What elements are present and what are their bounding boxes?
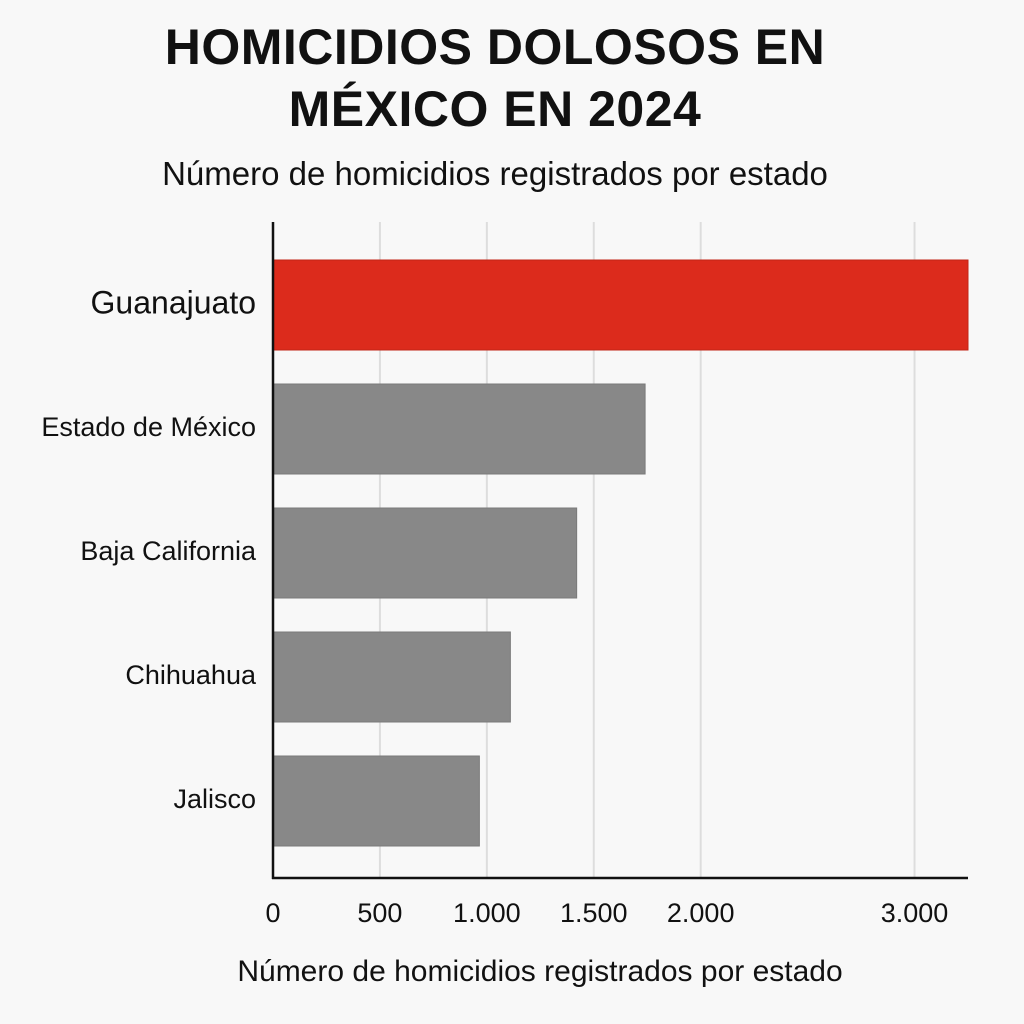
x-tick-labels: 0 500 1.000 1.500 2.000 3.000 <box>265 898 948 928</box>
axes <box>271 222 968 880</box>
x-tick-label: 1.000 <box>453 898 521 928</box>
category-labels: Guanajuato Estado de México Baja Californi… <box>41 284 257 814</box>
x-tick-label: 2.000 <box>667 898 735 928</box>
category-label: Chihuahua <box>125 660 257 690</box>
category-label: Baja California <box>80 536 257 566</box>
category-label: Jalisco <box>173 784 256 814</box>
bar-chihuahua <box>272 631 511 723</box>
chart-title: HOMICIDIOS DOLOSOS EN MÉXICO EN 2024 <box>164 19 826 137</box>
bar-jalisco <box>272 755 480 847</box>
x-axis-label: Número de homicidios registrados por est… <box>237 955 843 988</box>
category-label: Estado de México <box>41 412 256 442</box>
x-tick-label: 500 <box>357 898 402 928</box>
x-tick-label: 3.000 <box>881 898 949 928</box>
bar-estado-de-mexico <box>272 383 646 475</box>
bars <box>272 259 969 847</box>
category-label: Guanajuato <box>91 284 256 320</box>
bar-baja-california <box>272 507 578 599</box>
bar-guanajuato <box>272 259 969 351</box>
x-tick-label: 1.500 <box>560 898 628 928</box>
x-tick-label: 0 <box>265 898 280 928</box>
chart-subtitle: Número de homicidios registrados por est… <box>162 155 828 192</box>
